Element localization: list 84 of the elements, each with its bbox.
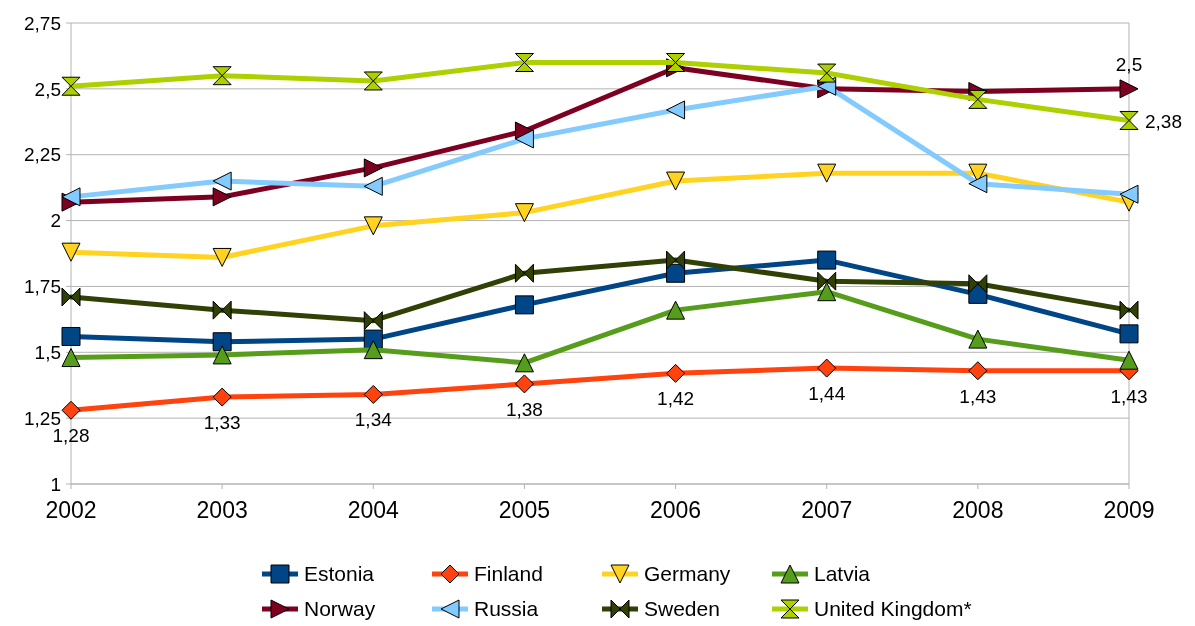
- y-tick-label: 2: [50, 210, 61, 232]
- point: [968, 274, 988, 294]
- point: [968, 329, 988, 349]
- point: [514, 263, 534, 283]
- point: [817, 250, 837, 270]
- legend-label: Norway: [304, 597, 376, 621]
- point: [363, 311, 383, 331]
- point: [666, 363, 686, 383]
- data-label: 1,33: [203, 412, 241, 434]
- point: [1119, 350, 1139, 370]
- point: [666, 100, 686, 120]
- point: [212, 187, 232, 207]
- legend-label: Sweden: [644, 597, 720, 621]
- point: [61, 242, 81, 262]
- y-tick-label: 1,5: [34, 341, 61, 363]
- point: [1119, 79, 1139, 99]
- point: [61, 76, 81, 96]
- point: [363, 216, 383, 236]
- point: [817, 282, 837, 302]
- point: [514, 295, 534, 315]
- x-tick-label: 2003: [196, 497, 248, 523]
- point: [212, 345, 232, 365]
- point: [817, 163, 837, 183]
- point: [363, 158, 383, 178]
- point: [666, 171, 686, 191]
- data-label: 1,34: [354, 409, 393, 431]
- x-tick-label: 2005: [498, 497, 551, 523]
- point: [514, 353, 534, 373]
- legend-label: Finland: [474, 562, 543, 586]
- data-label: 1,43: [1110, 385, 1148, 407]
- data-label: 1,44: [808, 383, 846, 405]
- data-label: 1,42: [657, 388, 695, 410]
- point: [212, 171, 232, 191]
- y-tick-label: 2,75: [24, 12, 61, 34]
- point: [1119, 110, 1139, 130]
- point: [1119, 184, 1139, 204]
- y-tick-label: 1,75: [24, 276, 61, 298]
- point: [212, 66, 232, 86]
- point: [61, 287, 81, 307]
- y-tick-label: 2,5: [34, 78, 61, 100]
- legend-label: Russia: [474, 597, 539, 621]
- x-tick-label: 2007: [801, 497, 853, 523]
- point: [61, 326, 81, 346]
- point: [666, 53, 686, 73]
- legend-label: Estonia: [304, 562, 375, 586]
- point: [61, 187, 81, 207]
- point: [363, 176, 383, 196]
- point: [212, 387, 232, 407]
- data-label: 1,38: [505, 398, 543, 420]
- legend-label: Latvia: [814, 562, 871, 586]
- y-tick-label: 1: [50, 473, 61, 495]
- data-label: 1,43: [959, 385, 997, 407]
- point: [817, 271, 837, 291]
- y-tick-label: 2,25: [24, 144, 61, 166]
- point: [61, 400, 81, 420]
- point: [817, 358, 837, 378]
- x-tick-label: 2002: [45, 497, 97, 523]
- point: [514, 53, 534, 73]
- point: [817, 63, 837, 83]
- legend-label: United Kingdom*: [814, 597, 972, 621]
- point: [1119, 300, 1139, 320]
- point: [61, 348, 81, 368]
- x-tick-label: 2004: [347, 497, 400, 523]
- point: [514, 374, 534, 394]
- legend-label: Germany: [644, 562, 731, 586]
- point: [363, 384, 383, 404]
- point: [666, 250, 686, 270]
- data-label: 2,5: [1115, 53, 1143, 75]
- x-tick-label: 2008: [952, 497, 1004, 523]
- point: [968, 361, 988, 381]
- point: [514, 129, 534, 149]
- point: [1119, 324, 1139, 344]
- point: [514, 203, 534, 223]
- point: [363, 71, 383, 91]
- point: [212, 300, 232, 320]
- point: [212, 332, 232, 352]
- point: [968, 89, 988, 109]
- point: [363, 340, 383, 360]
- x-tick-label: 2009: [1103, 497, 1155, 523]
- data-label: 2,38: [1145, 111, 1182, 133]
- x-tick-label: 2006: [649, 497, 702, 523]
- point: [212, 247, 232, 267]
- point: [666, 300, 686, 320]
- point: [968, 174, 988, 194]
